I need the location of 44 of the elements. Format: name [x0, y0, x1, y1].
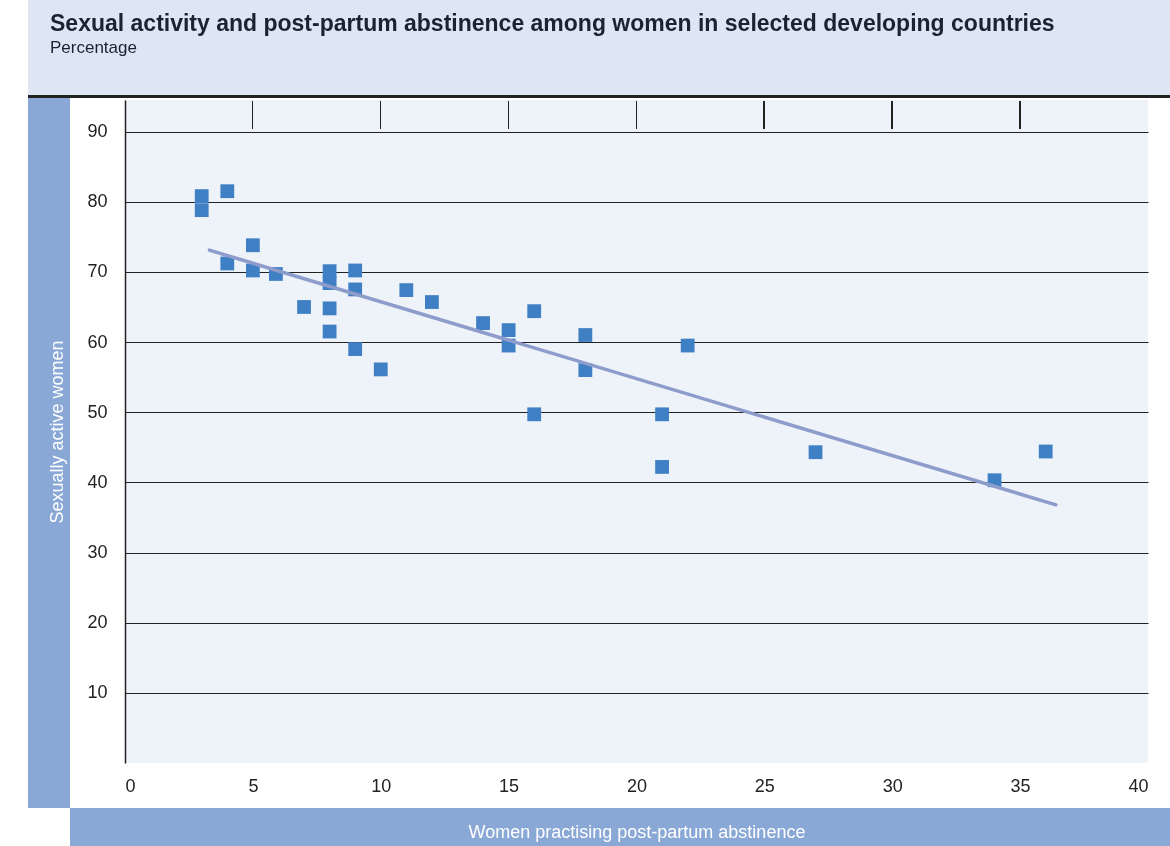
point [655, 460, 669, 474]
x-axis-title: Women practising post-partum abstinence [468, 821, 806, 842]
point [808, 445, 823, 460]
x-tick-label: 0 [125, 775, 136, 796]
x-tick-label: 20 [626, 775, 648, 796]
point [220, 184, 235, 199]
point [527, 304, 542, 319]
point [527, 407, 542, 422]
point [348, 263, 363, 278]
point [1038, 444, 1053, 459]
point [655, 407, 669, 422]
x-tick-label: 25 [754, 775, 775, 796]
y-axis-title: Sexually active women [47, 340, 68, 524]
point [680, 338, 695, 353]
x-tick-label: 40 [1128, 775, 1149, 796]
point [476, 316, 490, 330]
point [322, 301, 337, 316]
y-tick-label: 80 [87, 191, 108, 212]
y-tick-label: 10 [87, 682, 108, 703]
y-tick-label: 20 [87, 612, 108, 633]
point [578, 328, 593, 342]
point [297, 300, 311, 314]
y-tick-label: 70 [87, 261, 108, 282]
point [245, 238, 260, 253]
point [399, 283, 414, 298]
point [194, 203, 209, 218]
point [220, 256, 235, 271]
point [501, 323, 516, 338]
x-tick-label: 30 [882, 775, 903, 796]
point [194, 189, 209, 204]
point [348, 342, 363, 356]
y-tick-label: 40 [87, 471, 108, 492]
y-tick-label: 60 [87, 331, 108, 352]
y-tick-label: 30 [87, 542, 108, 563]
point [425, 295, 439, 309]
point [373, 362, 388, 377]
chart-title: Sexual activity and post-partum abstinence among women in selected developing countries [50, 10, 1055, 36]
y-tick-label: 90 [87, 121, 108, 142]
x-tick-label: 15 [499, 775, 520, 796]
x-tick-label: 35 [1010, 775, 1031, 796]
chart-subtitle: Percentage [50, 38, 137, 57]
x-tick-label: 5 [248, 775, 259, 796]
y-tick-label: 50 [87, 401, 108, 422]
x-tick-label: 10 [371, 775, 392, 796]
